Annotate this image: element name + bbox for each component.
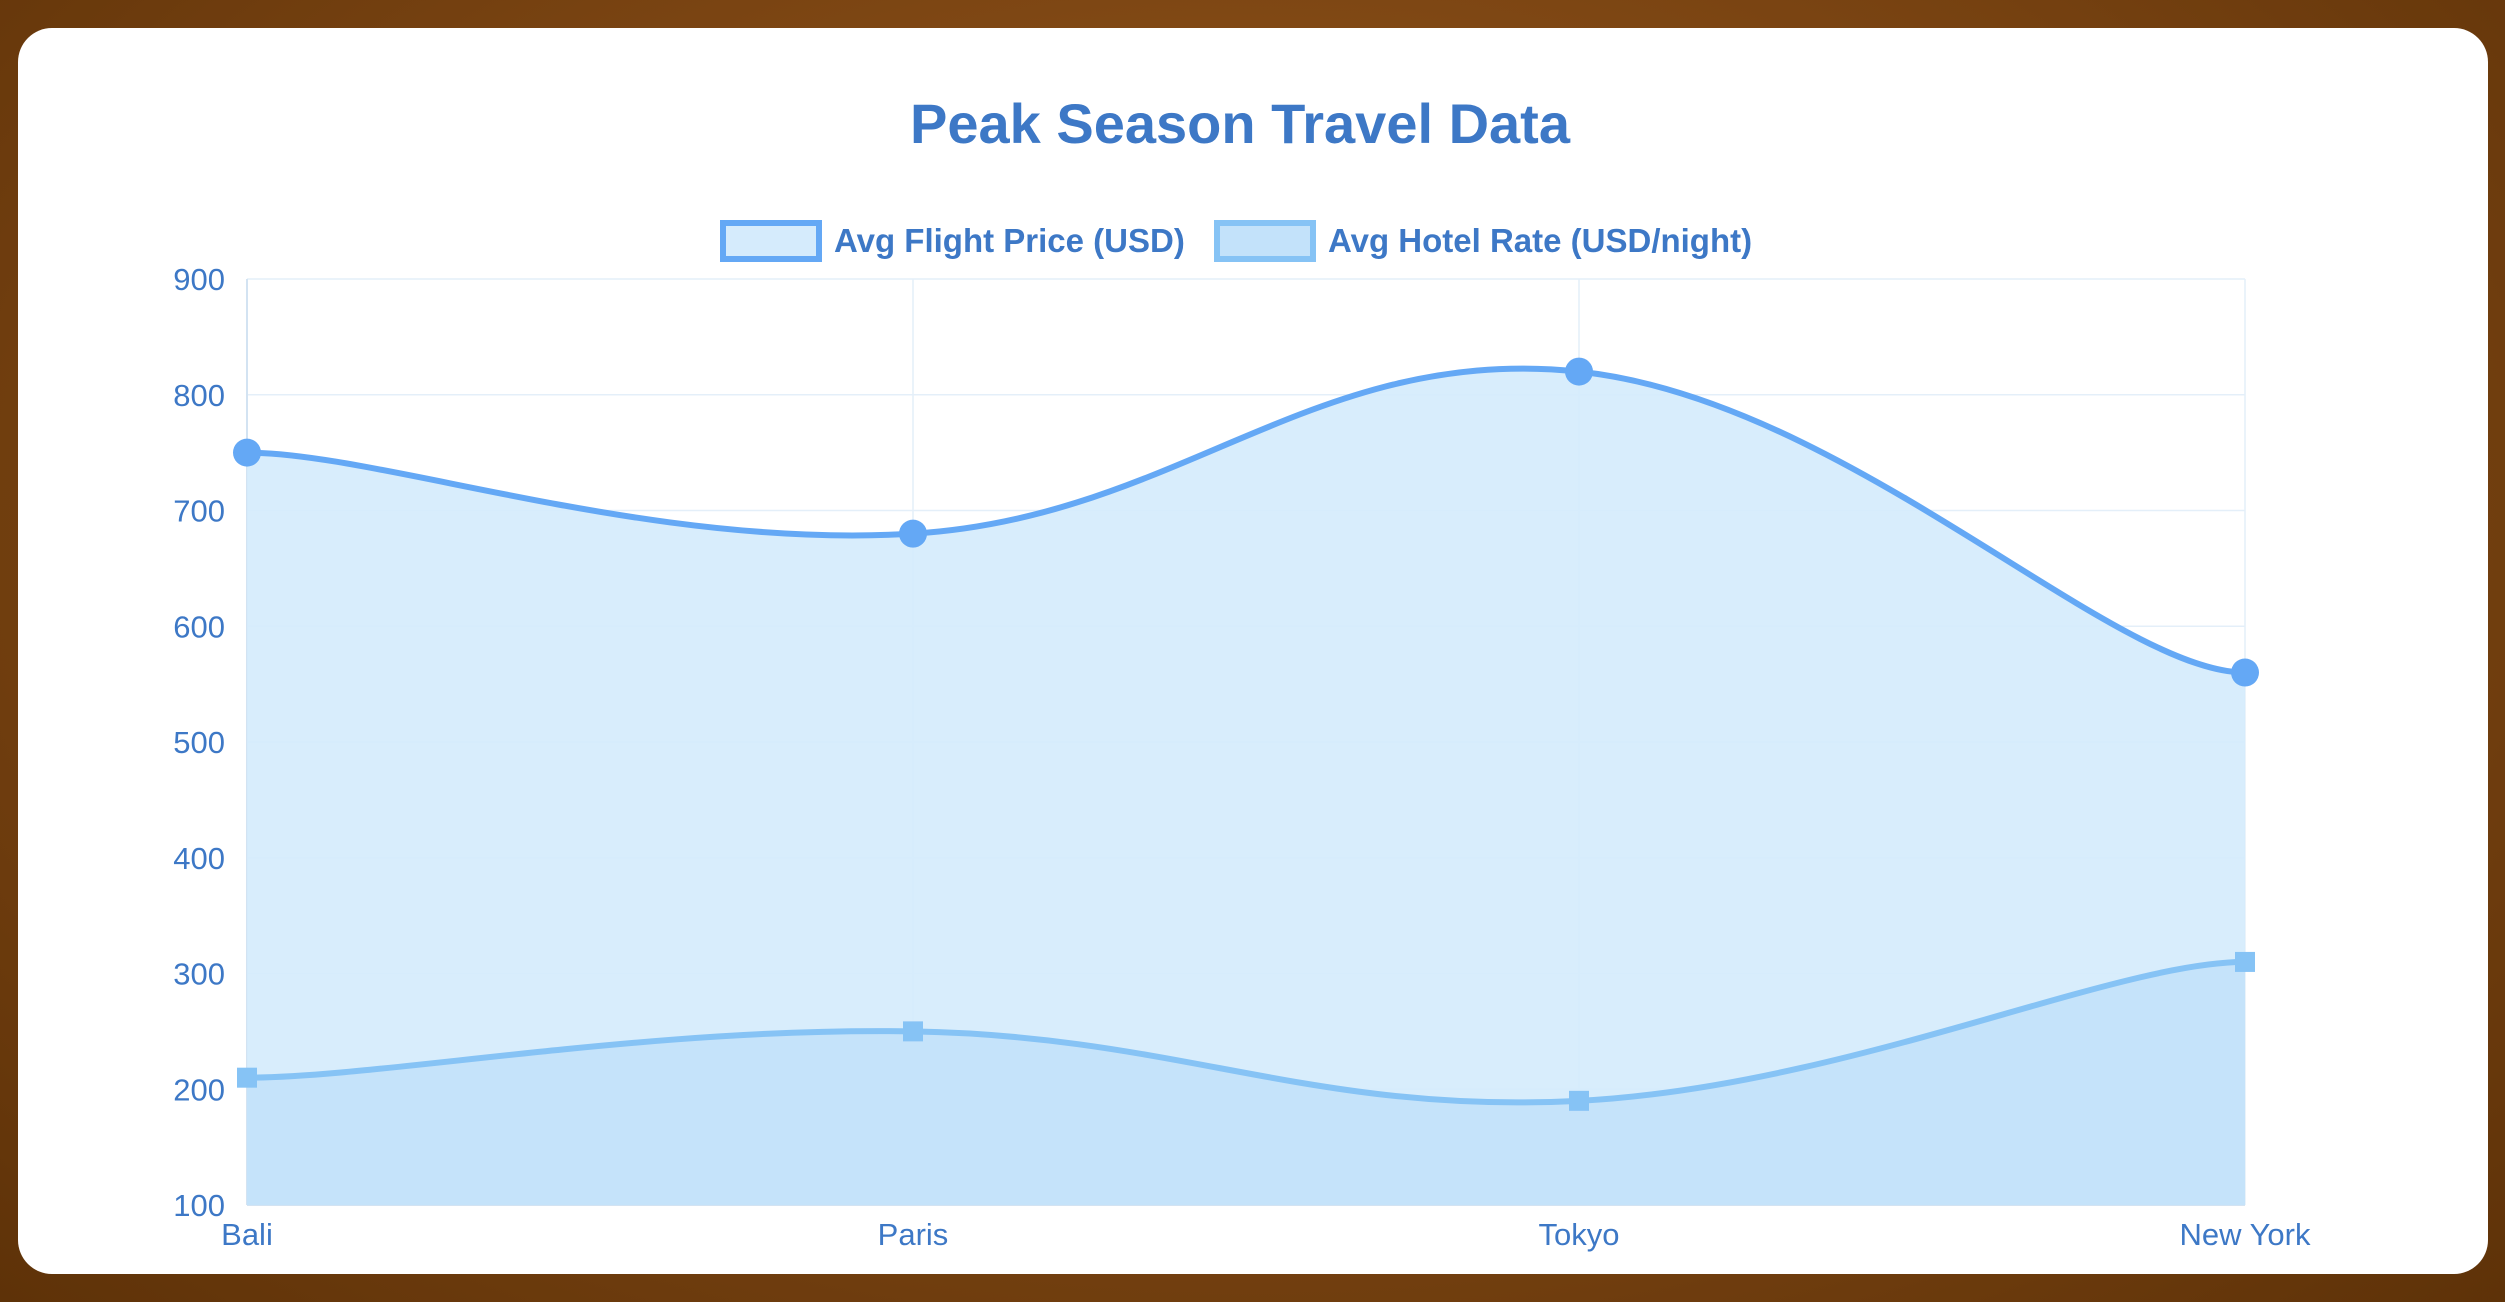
legend-swatch: [1214, 220, 1316, 262]
series-line-0: [246, 365, 2246, 676]
x-tick-label: Paris: [878, 1217, 949, 1252]
legend-label: Avg Flight Price (USD): [834, 222, 1185, 259]
legend-item-0[interactable]: Avg Flight Price (USD): [720, 220, 1185, 262]
data-point-1-1[interactable]: [903, 1021, 923, 1042]
data-point-0-3[interactable]: [2231, 658, 2259, 687]
y-tick-label: 300: [173, 957, 225, 992]
data-point-0-2[interactable]: [1565, 357, 1593, 386]
y-tick-label: 500: [173, 725, 225, 760]
legend-label: Avg Hotel Rate (USD/night): [1328, 222, 1752, 259]
y-tick-label: 900: [173, 262, 225, 297]
y-tick-label: 100: [173, 1188, 225, 1223]
data-point-1-2[interactable]: [1569, 1090, 1589, 1111]
chart-card: Peak Season Travel Data 100 200 300 400 500 6…: [18, 28, 2488, 1274]
y-axis-ticks: 100 200 300 400 500 600 700 800 900: [173, 262, 225, 1223]
series-areas: [247, 368, 2245, 1205]
line-chart: Peak Season Travel Data 100 200 300 400 500 6…: [173, 92, 2311, 1252]
chart-title: Peak Season Travel Data: [910, 92, 1571, 155]
y-tick-label: 800: [173, 378, 225, 413]
y-tick-label: 600: [173, 609, 225, 644]
x-axis-ticks: Bali Paris Tokyo New York: [221, 1217, 2311, 1252]
series-area-1: [247, 961, 2245, 1205]
series-line-1: [246, 958, 2246, 1106]
data-point-0-0[interactable]: [233, 438, 261, 467]
series-markers: [233, 357, 2259, 1111]
y-tick-label: 400: [173, 841, 225, 876]
series-area-0: [247, 368, 2245, 1205]
y-tick-label: 200: [173, 1072, 225, 1107]
legend-swatch: [720, 220, 822, 262]
legend: Avg Flight Price (USD) Avg Hotel Rate (US…: [720, 220, 1752, 262]
data-point-1-0[interactable]: [237, 1067, 257, 1088]
x-tick-label: Tokyo: [1539, 1217, 1620, 1252]
legend-item-1[interactable]: Avg Hotel Rate (USD/night): [1214, 220, 1752, 262]
data-point-1-3[interactable]: [2235, 951, 2255, 972]
data-point-0-1[interactable]: [899, 519, 927, 548]
y-tick-label: 700: [173, 494, 225, 529]
x-tick-label: New York: [2180, 1217, 2311, 1252]
series-lines: [246, 365, 2246, 1106]
x-tick-label: Bali: [221, 1217, 273, 1252]
